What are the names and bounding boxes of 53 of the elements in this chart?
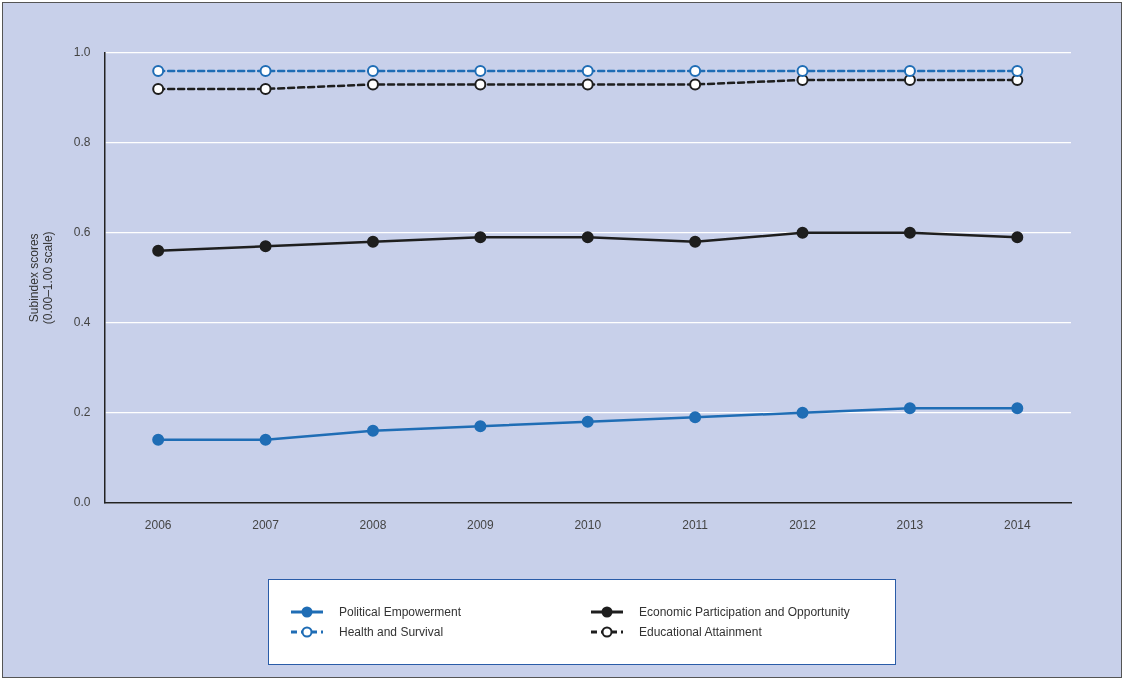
y-tick-label: 1.0	[73, 45, 91, 60]
point	[1011, 231, 1024, 244]
point	[796, 226, 809, 239]
legend-label: Health and Survival	[339, 625, 444, 639]
x-tick-label: 2010	[574, 518, 602, 533]
y-tick-label: 0.4	[73, 315, 91, 330]
point	[689, 64, 702, 77]
x-tick-label: 2014	[1003, 518, 1031, 533]
point	[903, 402, 916, 415]
point	[581, 415, 594, 428]
x-tick-label: 2007	[252, 518, 280, 533]
y-tick-label: 0.2	[73, 404, 91, 419]
point	[903, 64, 916, 77]
point	[581, 231, 594, 244]
point	[796, 406, 809, 419]
point	[474, 420, 487, 433]
x-tick-label: 2009	[467, 518, 495, 533]
point	[152, 433, 165, 446]
point	[259, 64, 272, 77]
point	[152, 244, 165, 257]
point	[581, 64, 594, 77]
y-tick-label: 0.8	[73, 135, 91, 150]
y-tick-label: 0.0	[73, 494, 91, 509]
point	[366, 78, 379, 91]
y-tick-label: 0.6	[73, 225, 91, 240]
point	[689, 78, 702, 91]
point	[152, 82, 165, 95]
point	[259, 433, 272, 446]
y-axis-title: Subindex scores (0.00–1.00 scale)	[26, 231, 55, 325]
point	[1011, 64, 1024, 77]
legend-label: Educational Attainment	[639, 625, 762, 639]
legend-label: Political Empowerment	[339, 605, 462, 619]
point	[259, 240, 272, 253]
x-tick-label: 2013	[896, 518, 924, 533]
point	[474, 231, 487, 244]
point	[796, 64, 809, 77]
point	[474, 64, 487, 77]
point	[259, 82, 272, 95]
x-tick-label: 2011	[682, 518, 709, 533]
point	[366, 424, 379, 437]
point	[903, 226, 916, 239]
point	[366, 64, 379, 77]
point	[689, 411, 702, 424]
point	[581, 78, 594, 91]
legend-label: Economic Participation and Opportunity	[639, 605, 850, 619]
point	[152, 64, 165, 77]
x-tick-label: 2008	[359, 518, 387, 533]
point	[689, 235, 702, 248]
point	[474, 78, 487, 91]
x-tick-label: 2012	[789, 518, 817, 533]
point	[366, 235, 379, 248]
point	[1011, 402, 1024, 415]
x-tick-label: 2006	[144, 518, 172, 533]
